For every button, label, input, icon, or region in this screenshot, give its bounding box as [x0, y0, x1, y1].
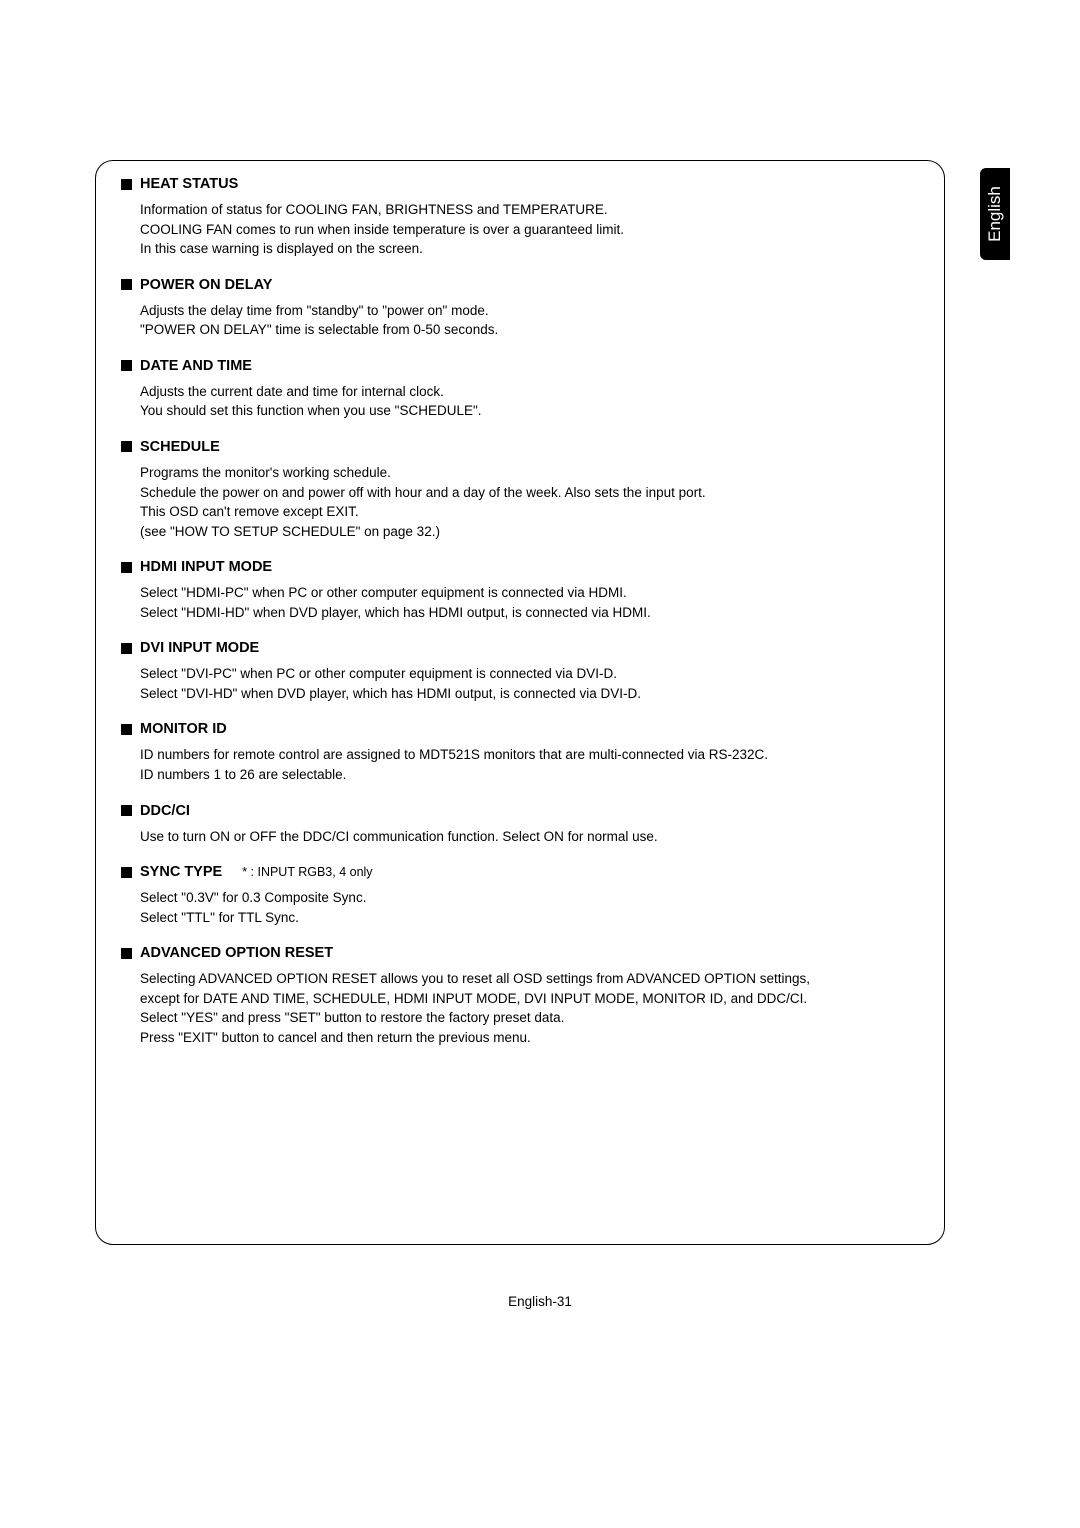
section-heading: SYNC TYPE * : INPUT RGB3, 4 only — [121, 864, 919, 880]
section-line: Select "DVI-HD" when DVD player, which h… — [140, 684, 919, 704]
section: POWER ON DELAY Adjusts the delay time fro… — [121, 277, 919, 340]
section-line: Schedule the power on and power off with… — [140, 483, 919, 503]
section-note: * : INPUT RGB3, 4 only — [242, 865, 372, 879]
section: MONITOR ID ID numbers for remote control … — [121, 721, 919, 784]
section-line: In this case warning is displayed on the… — [140, 239, 919, 259]
square-bullet-icon — [121, 441, 132, 452]
section: DVI INPUT MODE Select "DVI-PC" when PC or… — [121, 640, 919, 703]
section-line: Select "0.3V" for 0.3 Composite Sync. — [140, 888, 919, 908]
section-title: POWER ON DELAY — [140, 277, 272, 293]
square-bullet-icon — [121, 279, 132, 290]
section-heading: DDC/CI — [121, 803, 919, 819]
section-body: Select "HDMI-PC" when PC or other comput… — [140, 583, 919, 622]
section-line: Selecting ADVANCED OPTION RESET allows y… — [140, 969, 919, 989]
section-body: ID numbers for remote control are assign… — [140, 745, 919, 784]
section-title: MONITOR ID — [140, 721, 227, 737]
section-line: Information of status for COOLING FAN, B… — [140, 200, 919, 220]
section-title: SCHEDULE — [140, 439, 220, 455]
section-body: Use to turn ON or OFF the DDC/CI communi… — [140, 827, 919, 847]
section-heading: DVI INPUT MODE — [121, 640, 919, 656]
section-body: Adjusts the delay time from "standby" to… — [140, 301, 919, 340]
section-line: Press "EXIT" button to cancel and then r… — [140, 1028, 919, 1048]
section-heading: ADVANCED OPTION RESET — [121, 945, 919, 961]
language-tab: English — [980, 168, 1010, 260]
content-box: HEAT STATUS Information of status for COO… — [95, 160, 945, 1245]
section-heading: SCHEDULE — [121, 439, 919, 455]
section-title: DDC/CI — [140, 803, 190, 819]
section-line: Select "TTL" for TTL Sync. — [140, 908, 919, 928]
square-bullet-icon — [121, 867, 132, 878]
section-title: SYNC TYPE — [140, 864, 222, 880]
section: DDC/CI Use to turn ON or OFF the DDC/CI c… — [121, 803, 919, 847]
section-line: ID numbers for remote control are assign… — [140, 745, 919, 765]
square-bullet-icon — [121, 360, 132, 371]
square-bullet-icon — [121, 643, 132, 654]
section-heading: POWER ON DELAY — [121, 277, 919, 293]
section-body: Adjusts the current date and time for in… — [140, 382, 919, 421]
section-line: You should set this function when you us… — [140, 401, 919, 421]
section-line: Programs the monitor's working schedule. — [140, 463, 919, 483]
section-line: ID numbers 1 to 26 are selectable. — [140, 765, 919, 785]
section: ADVANCED OPTION RESET Selecting ADVANCED … — [121, 945, 919, 1047]
section-title: DVI INPUT MODE — [140, 640, 259, 656]
section-body: Selecting ADVANCED OPTION RESET allows y… — [140, 969, 919, 1047]
section-line: Select "HDMI-HD" when DVD player, which … — [140, 603, 919, 623]
page-footer: English-31 — [0, 1294, 1080, 1309]
section-title: HEAT STATUS — [140, 176, 238, 192]
section-body: Information of status for COOLING FAN, B… — [140, 200, 919, 259]
section-heading: MONITOR ID — [121, 721, 919, 737]
section-heading: DATE AND TIME — [121, 358, 919, 374]
section-body: Select "DVI-PC" when PC or other compute… — [140, 664, 919, 703]
square-bullet-icon — [121, 179, 132, 190]
section-body: Programs the monitor's working schedule.… — [140, 463, 919, 541]
section-line: Select "DVI-PC" when PC or other compute… — [140, 664, 919, 684]
square-bullet-icon — [121, 724, 132, 735]
section: DATE AND TIME Adjusts the current date an… — [121, 358, 919, 421]
square-bullet-icon — [121, 948, 132, 959]
square-bullet-icon — [121, 805, 132, 816]
section-line: (see "HOW TO SETUP SCHEDULE" on page 32.… — [140, 522, 919, 542]
section-line: Select "HDMI-PC" when PC or other comput… — [140, 583, 919, 603]
section-body: Select "0.3V" for 0.3 Composite Sync.Sel… — [140, 888, 919, 927]
section-line: This OSD can't remove except EXIT. — [140, 502, 919, 522]
section-heading: HEAT STATUS — [121, 176, 919, 192]
section-line: Select "YES" and press "SET" button to r… — [140, 1008, 919, 1028]
section-line: except for DATE AND TIME, SCHEDULE, HDMI… — [140, 989, 919, 1009]
section-title: DATE AND TIME — [140, 358, 252, 374]
section-title: HDMI INPUT MODE — [140, 559, 272, 575]
section-line: "POWER ON DELAY" time is selectable from… — [140, 320, 919, 340]
section: SCHEDULE Programs the monitor's working s… — [121, 439, 919, 541]
section: HDMI INPUT MODE Select "HDMI-PC" when PC … — [121, 559, 919, 622]
page-number: English-31 — [508, 1294, 572, 1309]
language-tab-label: English — [985, 186, 1005, 242]
section: SYNC TYPE * : INPUT RGB3, 4 only Select "0… — [121, 864, 919, 927]
section: HEAT STATUS Information of status for COO… — [121, 176, 919, 259]
section-line: COOLING FAN comes to run when inside tem… — [140, 220, 919, 240]
section-title: ADVANCED OPTION RESET — [140, 945, 333, 961]
square-bullet-icon — [121, 562, 132, 573]
section-line: Use to turn ON or OFF the DDC/CI communi… — [140, 827, 919, 847]
section-heading: HDMI INPUT MODE — [121, 559, 919, 575]
section-line: Adjusts the current date and time for in… — [140, 382, 919, 402]
section-line: Adjusts the delay time from "standby" to… — [140, 301, 919, 321]
